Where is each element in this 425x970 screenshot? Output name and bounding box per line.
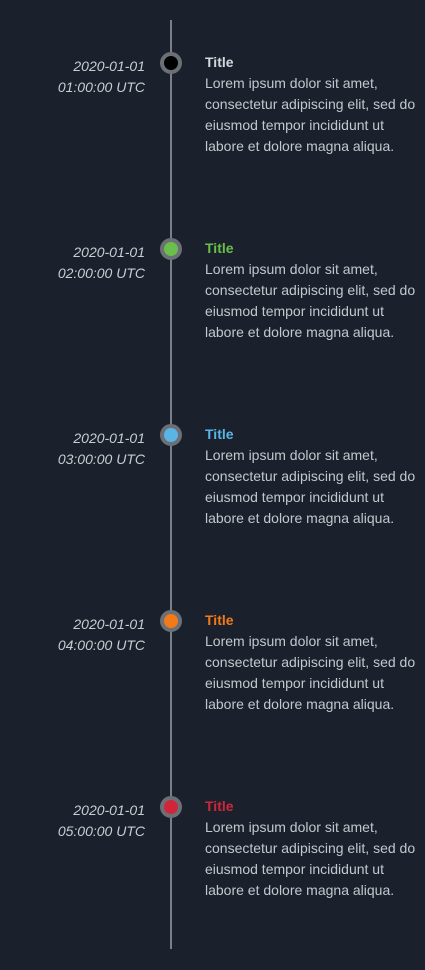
event-timestamp: 2020-01-01 02:00:00 UTC <box>5 242 145 284</box>
event-marker-dot <box>160 796 182 818</box>
timeline-event-2: 2020-01-01 02:00:00 UTC Title Lorem ipsu… <box>0 238 425 434</box>
event-date: 2020-01-01 <box>73 616 145 632</box>
event-timestamp: 2020-01-01 01:00:00 UTC <box>5 56 145 98</box>
event-content: Title Lorem ipsum dolor sit amet, consec… <box>205 424 420 529</box>
event-timestamp: 2020-01-01 05:00:00 UTC <box>5 800 145 842</box>
event-date: 2020-01-01 <box>73 802 145 818</box>
timeline-axis <box>170 20 172 949</box>
event-marker-dot <box>160 610 182 632</box>
event-date: 2020-01-01 <box>73 244 145 260</box>
event-description: Lorem ipsum dolor sit amet, consectetur … <box>205 75 416 154</box>
event-content: Title Lorem ipsum dolor sit amet, consec… <box>205 238 420 343</box>
timeline-event-3: 2020-01-01 03:00:00 UTC Title Lorem ipsu… <box>0 424 425 620</box>
event-title: Title <box>205 240 234 256</box>
event-content: Title Lorem ipsum dolor sit amet, consec… <box>205 52 420 157</box>
event-time: 05:00:00 UTC <box>57 823 145 839</box>
event-content: Title Lorem ipsum dolor sit amet, consec… <box>205 796 420 901</box>
event-time: 02:00:00 UTC <box>57 265 145 281</box>
event-title: Title <box>205 612 234 628</box>
event-marker-dot <box>160 238 182 260</box>
event-title: Title <box>205 426 234 442</box>
timeline-event-5: 2020-01-01 05:00:00 UTC Title Lorem ipsu… <box>0 796 425 970</box>
event-description: Lorem ipsum dolor sit amet, consectetur … <box>205 633 416 712</box>
event-marker-dot <box>160 52 182 74</box>
timeline-event-4: 2020-01-01 04:00:00 UTC Title Lorem ipsu… <box>0 610 425 806</box>
event-description: Lorem ipsum dolor sit amet, consectetur … <box>205 819 416 898</box>
event-title: Title <box>205 54 234 70</box>
event-marker-dot <box>160 424 182 446</box>
event-time: 01:00:00 UTC <box>57 79 145 95</box>
timeline-event-1: 2020-01-01 01:00:00 UTC Title Lorem ipsu… <box>0 52 425 248</box>
event-timestamp: 2020-01-01 03:00:00 UTC <box>5 428 145 470</box>
event-time: 04:00:00 UTC <box>57 637 145 653</box>
event-description: Lorem ipsum dolor sit amet, consectetur … <box>205 447 416 526</box>
event-title: Title <box>205 798 234 814</box>
event-description: Lorem ipsum dolor sit amet, consectetur … <box>205 261 416 340</box>
event-time: 03:00:00 UTC <box>57 451 145 467</box>
event-date: 2020-01-01 <box>73 430 145 446</box>
event-content: Title Lorem ipsum dolor sit amet, consec… <box>205 610 420 715</box>
event-timestamp: 2020-01-01 04:00:00 UTC <box>5 614 145 656</box>
event-date: 2020-01-01 <box>73 58 145 74</box>
